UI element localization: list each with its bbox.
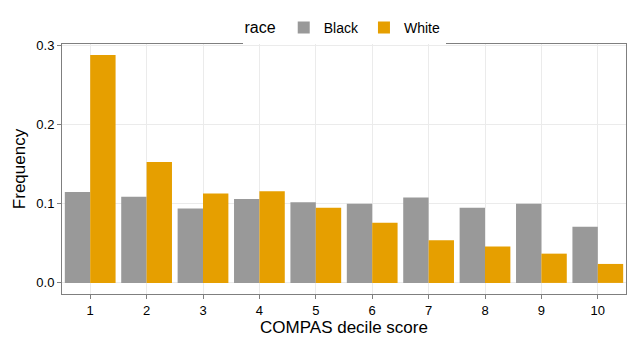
svg-text:3: 3	[199, 303, 206, 318]
svg-text:10: 10	[591, 303, 605, 318]
svg-text:4: 4	[256, 303, 263, 318]
svg-text:Black: Black	[324, 20, 359, 36]
svg-text:1: 1	[87, 303, 94, 318]
svg-text:5: 5	[312, 303, 319, 318]
svg-text:0.1: 0.1	[36, 196, 54, 211]
svg-text:6: 6	[369, 303, 376, 318]
svg-text:0.3: 0.3	[36, 38, 54, 53]
svg-text:Frequency: Frequency	[10, 128, 29, 209]
svg-text:race: race	[245, 19, 276, 36]
svg-text:0.0: 0.0	[36, 275, 54, 290]
svg-text:8: 8	[481, 303, 488, 318]
svg-text:9: 9	[538, 303, 545, 318]
svg-text:COMPAS decile score: COMPAS decile score	[260, 318, 428, 337]
svg-text:0.2: 0.2	[36, 117, 54, 132]
svg-text:7: 7	[425, 303, 432, 318]
svg-text:White: White	[404, 20, 440, 36]
svg-text:2: 2	[143, 303, 150, 318]
